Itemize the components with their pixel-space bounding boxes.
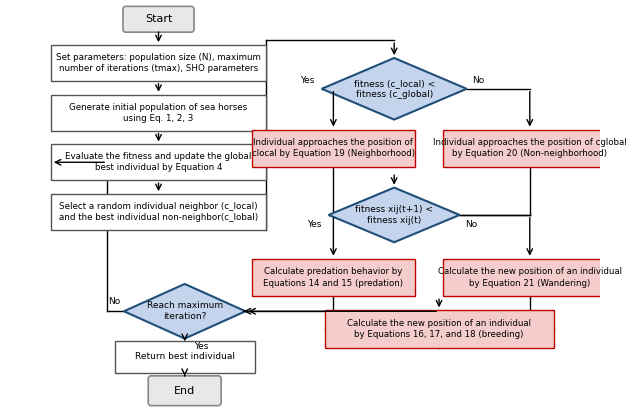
Text: No: No — [465, 220, 477, 229]
Text: Yes: Yes — [301, 76, 315, 85]
Polygon shape — [322, 58, 467, 120]
Bar — [252, 129, 415, 167]
Bar — [51, 194, 266, 230]
Bar — [324, 310, 554, 348]
Text: Individual approaches the position of cglobal
by Equation 20 (Non-neighborhood): Individual approaches the position of cg… — [433, 138, 627, 158]
Polygon shape — [329, 188, 460, 242]
Text: Start: Start — [145, 14, 172, 24]
Text: Calculate the new position of an individual
by Equations 16, 17, and 18 (breedin: Calculate the new position of an individ… — [347, 319, 531, 339]
FancyBboxPatch shape — [123, 7, 194, 32]
Bar — [115, 341, 255, 373]
Text: No: No — [108, 297, 121, 306]
Text: Return best individual: Return best individual — [134, 353, 235, 361]
Bar — [51, 95, 266, 131]
Bar — [51, 144, 266, 180]
Text: Generate initial population of sea horses
using Eq. 1, 2, 3: Generate initial population of sea horse… — [69, 102, 248, 123]
Bar — [444, 259, 616, 296]
Text: Yes: Yes — [307, 220, 322, 229]
Text: Yes: Yes — [195, 342, 209, 351]
Text: Calculate predation behavior by
Equations 14 and 15 (predation): Calculate predation behavior by Equation… — [264, 268, 403, 288]
Text: No: No — [472, 76, 484, 85]
Text: Evaluate the fitness and update the global
best individual by Equation 4: Evaluate the fitness and update the glob… — [65, 152, 252, 172]
Bar — [444, 129, 616, 167]
Text: Select a random individual neighbor (c_local)
and the best individual non-neighb: Select a random individual neighbor (c_l… — [59, 202, 258, 222]
Text: fitness xij(t+1) <
fitness xij(t): fitness xij(t+1) < fitness xij(t) — [355, 205, 433, 225]
Text: End: End — [174, 386, 195, 396]
Text: Calculate the new position of an individual
by Equation 21 (Wandering): Calculate the new position of an individ… — [438, 268, 622, 288]
Text: Reach maximum
iteration?: Reach maximum iteration? — [147, 301, 223, 322]
Bar — [252, 259, 415, 296]
Polygon shape — [124, 284, 246, 339]
Text: Set parameters: population size (N), maximum
number of iterations (tmax), SHO pa: Set parameters: population size (N), max… — [56, 53, 261, 73]
Bar — [51, 45, 266, 81]
Text: fitness (c_local) <
fitness (c_global): fitness (c_local) < fitness (c_global) — [353, 79, 435, 99]
Text: Individual approaches the position of
clocal by Equation 19 (Neighborhood): Individual approaches the position of cl… — [252, 138, 415, 158]
FancyBboxPatch shape — [148, 376, 221, 406]
